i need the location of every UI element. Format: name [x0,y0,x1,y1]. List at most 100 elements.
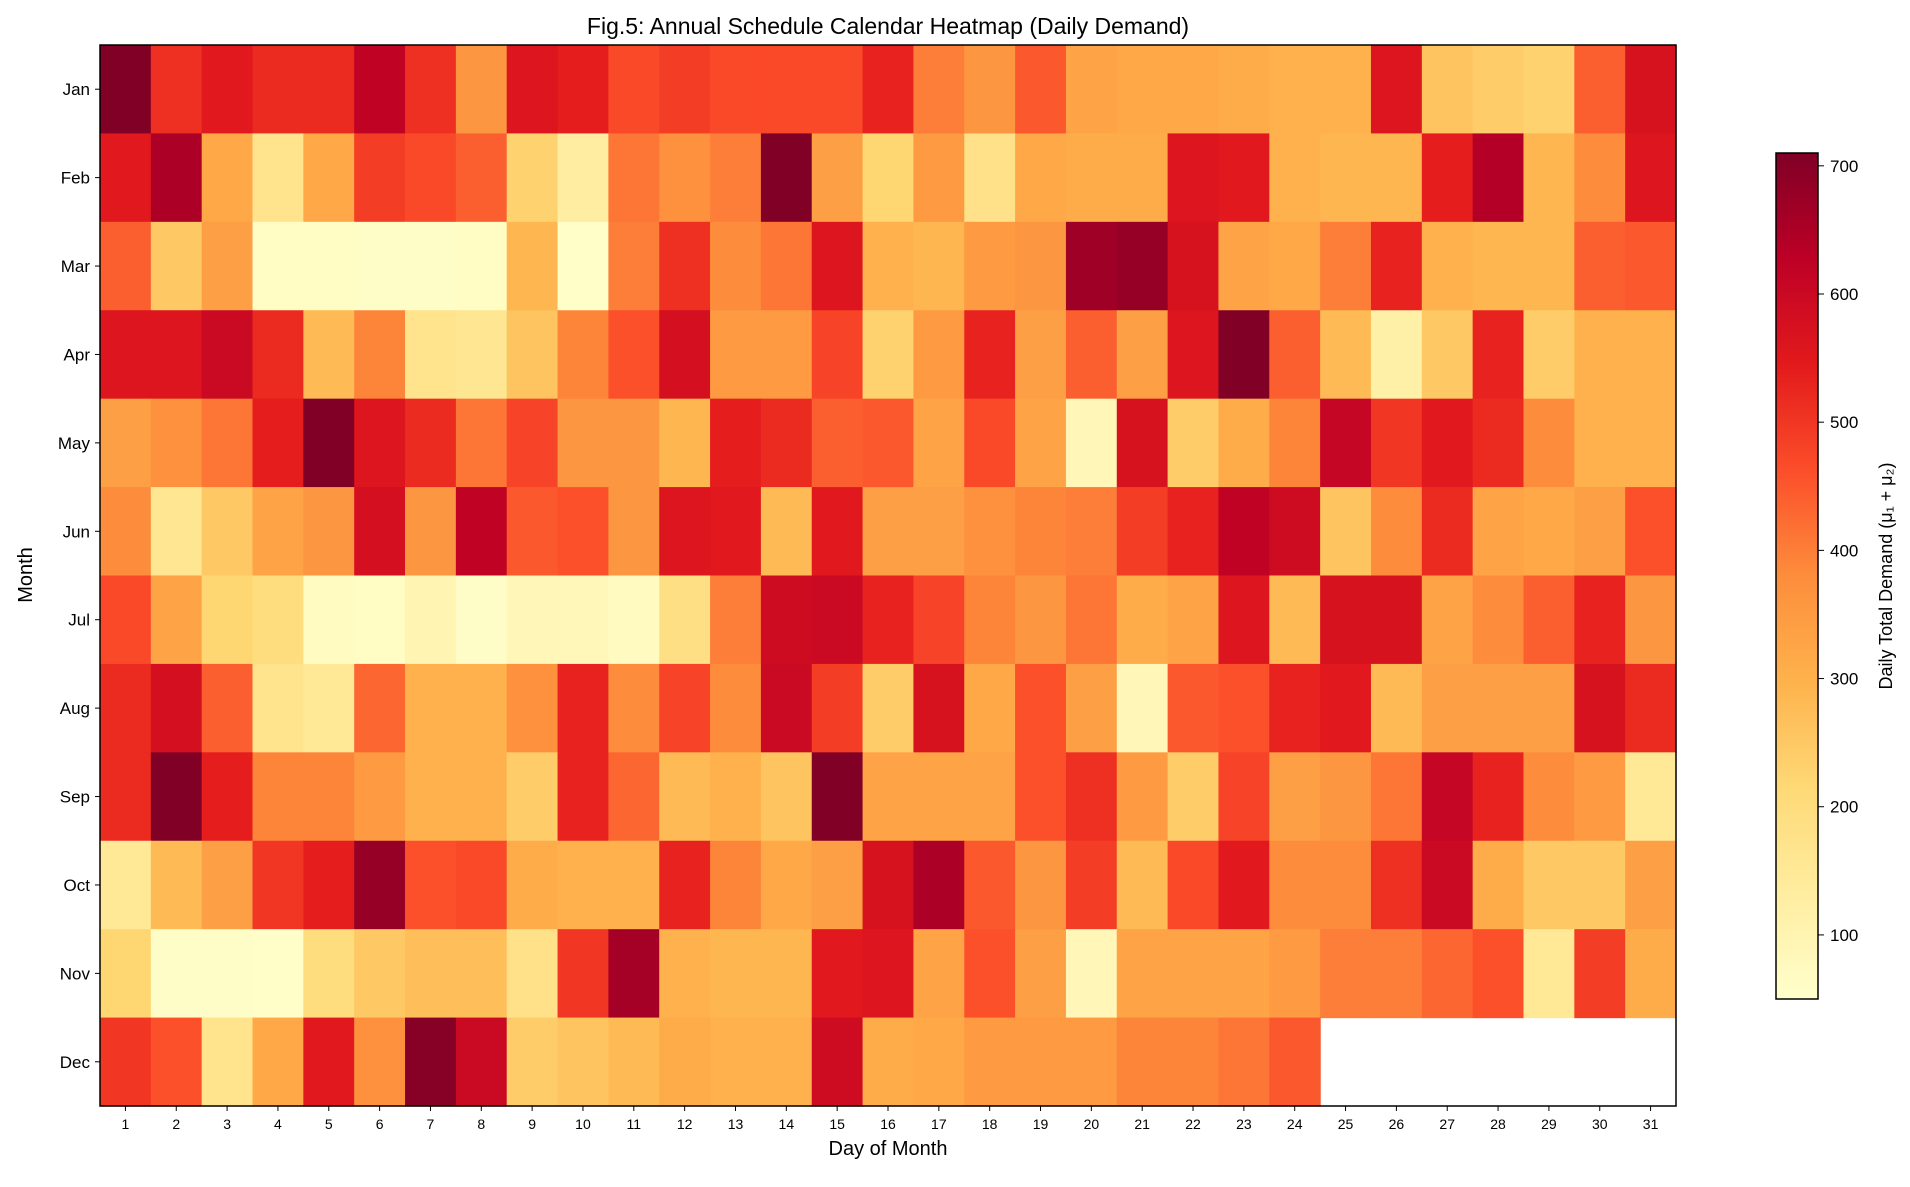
y-tick-label: Aug [60,699,90,718]
heatmap-cell-dec-11 [608,1017,660,1107]
heatmap-cell-sep-8 [455,752,508,842]
heatmap-cell-jun-18 [964,487,1016,577]
heatmap-cell-may-30 [1574,398,1626,488]
x-tick-label: 2 [172,1116,180,1132]
heatmap-cell-may-3 [201,398,254,488]
heatmap-cell-jan-12 [659,45,711,135]
heatmap-cell-mar-30 [1574,221,1626,311]
heatmap-cell-apr-13 [710,310,762,400]
heatmap-cell-dec-1 [100,1017,152,1107]
heatmap-cell-nov-1 [100,929,152,1019]
x-tick-label: 13 [728,1116,744,1132]
heatmap-cell-nov-3 [201,929,254,1019]
heatmap-cell-nov-18 [964,929,1016,1019]
heatmap-cell-jun-23 [1218,487,1270,577]
heatmap-cell-jun-22 [1167,487,1220,577]
heatmap-cell-jun-28 [1472,487,1525,577]
heatmap-cell-jul-4 [252,575,304,665]
heatmap-cell-aug-17 [913,663,965,753]
heatmap-cell-feb-8 [455,133,508,223]
heatmap-cell-feb-20 [1065,133,1118,223]
heatmap-cell-jun-5 [303,487,355,577]
heatmap-cell-jul-17 [913,575,965,665]
heatmap-cell-mar-10 [557,221,609,311]
heatmap-cell-sep-10 [557,752,609,842]
heatmap-cell-oct-21 [1116,840,1169,930]
heatmap-cell-sep-25 [1320,752,1372,842]
heatmap-cell-aug-12 [659,663,711,753]
heatmap-cell-jul-28 [1472,575,1525,665]
heatmap-cell-feb-22 [1167,133,1220,223]
heatmap-cell-mar-12 [659,221,711,311]
heatmap-cell-nov-26 [1370,929,1423,1019]
heatmap-cell-jul-29 [1523,575,1575,665]
colorbar-tick-label: 700 [1830,157,1858,176]
heatmap-cell-apr-7 [405,310,457,400]
heatmap-cell-jul-30 [1574,575,1626,665]
heatmap-cell-feb-23 [1218,133,1270,223]
heatmap-cell-jan-2 [150,45,203,135]
heatmap-cell-apr-4 [252,310,304,400]
heatmap-cell-feb-17 [913,133,965,223]
heatmap-cell-oct-6 [354,840,406,930]
x-tick-label: 10 [575,1116,591,1132]
heatmap-cell-jul-19 [1015,575,1067,665]
heatmap-cell-jan-15 [811,45,864,135]
heatmap-cell-dec-6 [354,1017,406,1107]
heatmap-cell-oct-16 [862,840,915,930]
heatmap-cell-aug-7 [405,663,457,753]
heatmap-cell-may-26 [1370,398,1423,488]
heatmap-cell-nov-4 [252,929,304,1019]
x-tick-label: 7 [427,1116,435,1132]
heatmap-cell-sep-23 [1218,752,1270,842]
x-tick-label: 6 [376,1116,384,1132]
heatmap-cell-jan-29 [1523,45,1575,135]
colorbar-tick-label: 400 [1830,541,1858,560]
heatmap-cell-sep-27 [1421,752,1474,842]
y-tick-label: Sep [60,788,90,807]
heatmap-cell-jul-13 [710,575,762,665]
heatmap-cell-sep-14 [760,752,813,842]
heatmap-cell-aug-13 [710,663,762,753]
heatmap-cell-nov-6 [354,929,406,1019]
heatmap-cell-jun-4 [252,487,304,577]
heatmap-cell-aug-30 [1574,663,1626,753]
heatmap-cell-sep-19 [1015,752,1067,842]
heatmap-cell-jul-2 [150,575,203,665]
heatmap-cell-may-23 [1218,398,1270,488]
heatmap-cell-jul-23 [1218,575,1270,665]
heatmap-cell-apr-27 [1421,310,1474,400]
heatmap-cell-jul-10 [557,575,609,665]
heatmap-cell-jul-20 [1065,575,1118,665]
heatmap-cell-oct-19 [1015,840,1067,930]
heatmap-cell-jun-31 [1625,487,1677,577]
y-tick-label: Mar [61,257,91,276]
heatmap-cell-oct-25 [1320,840,1372,930]
heatmap-cell-feb-31 [1625,133,1677,223]
heatmap-cell-jan-16 [862,45,915,135]
x-tick-label: 22 [1185,1116,1201,1132]
heatmap-cell-nov-24 [1269,929,1321,1019]
heatmap-cell-jun-7 [405,487,457,577]
heatmap-cell-jun-8 [455,487,508,577]
colorbar-tick-label: 300 [1830,670,1858,689]
heatmap-cell-mar-20 [1065,221,1118,311]
heatmap-cell-nov-19 [1015,929,1067,1019]
heatmap-cell-sep-6 [354,752,406,842]
heatmap-cell-dec-17 [913,1017,965,1107]
heatmap-cell-sep-24 [1269,752,1321,842]
x-tick-label: 27 [1439,1116,1455,1132]
heatmap-cell-jan-30 [1574,45,1626,135]
heatmap-cell-sep-4 [252,752,304,842]
heatmap-cell-apr-30 [1574,310,1626,400]
heatmap-cell-feb-16 [862,133,915,223]
x-tick-label: 4 [274,1116,282,1132]
heatmap-cell-nov-17 [913,929,965,1019]
heatmap-cell-feb-28 [1472,133,1525,223]
heatmap-cell-mar-31 [1625,221,1677,311]
colorbar-tick-label: 600 [1830,285,1858,304]
x-tick-label: 18 [982,1116,998,1132]
heatmap-cell-nov-12 [659,929,711,1019]
heatmap-cell-sep-3 [201,752,254,842]
heatmap-cell-sep-7 [405,752,457,842]
